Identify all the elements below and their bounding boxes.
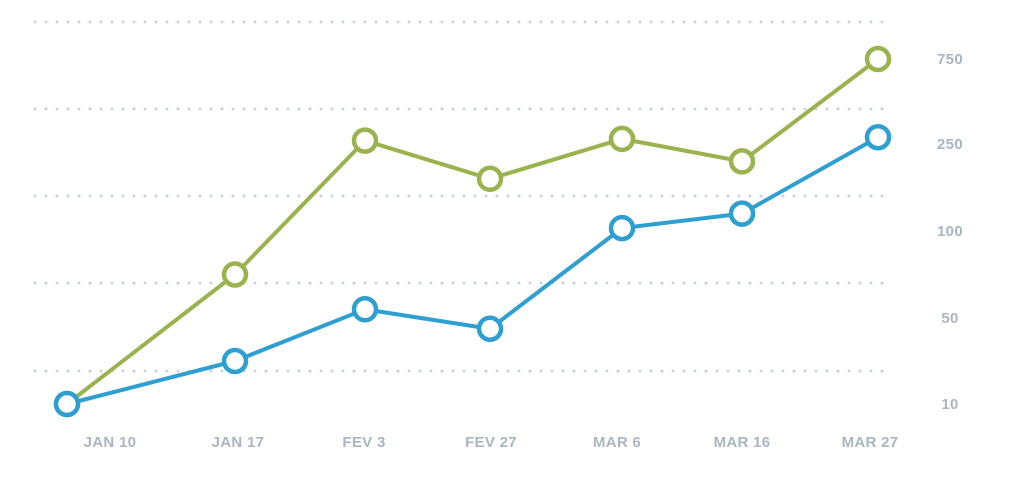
data-point-series-2[interactable] — [728, 200, 756, 227]
data-point-series-2[interactable] — [864, 123, 892, 151]
data-point-series-2[interactable] — [351, 296, 379, 323]
y-tick-label: 50 — [941, 310, 958, 327]
data-point-series-2[interactable] — [221, 347, 249, 375]
data-point-series-2[interactable] — [53, 390, 81, 418]
x-tick-label: JAN 10 — [84, 434, 137, 451]
y-axis-tick-labels: 10 50 100 250 750 — [937, 51, 963, 413]
data-points — [53, 45, 892, 418]
data-point-series-1[interactable] — [728, 148, 756, 175]
y-tick-label: 100 — [937, 223, 963, 240]
series-line-2 — [65, 135, 880, 406]
x-tick-label: MAR 16 — [714, 434, 771, 451]
y-tick-label: 750 — [937, 51, 963, 68]
x-tick-label: FEV 3 — [342, 434, 385, 451]
data-point-series-2[interactable] — [476, 315, 504, 342]
y-tick-label: 10 — [941, 396, 958, 413]
y-tick-label: 250 — [937, 136, 963, 153]
data-point-series-1[interactable] — [351, 127, 379, 154]
x-tick-label: JAN 17 — [212, 434, 265, 451]
gridlines — [33, 20, 887, 373]
data-point-series-1[interactable] — [221, 261, 249, 288]
x-tick-label: MAR 6 — [593, 434, 641, 451]
data-point-series-1[interactable] — [476, 165, 504, 193]
data-point-series-1[interactable] — [608, 125, 636, 153]
data-point-series-1[interactable] — [864, 45, 892, 73]
series-lines — [65, 57, 880, 406]
data-point-series-2[interactable] — [608, 214, 636, 242]
x-tick-label: MAR 27 — [842, 434, 899, 451]
x-axis-tick-labels: JAN 10 JAN 17 FEV 3 FEV 27 MAR 6 MAR 16 MAR 27 — [84, 434, 899, 451]
x-tick-label: FEV 27 — [465, 434, 517, 451]
series-line-1 — [65, 57, 880, 406]
